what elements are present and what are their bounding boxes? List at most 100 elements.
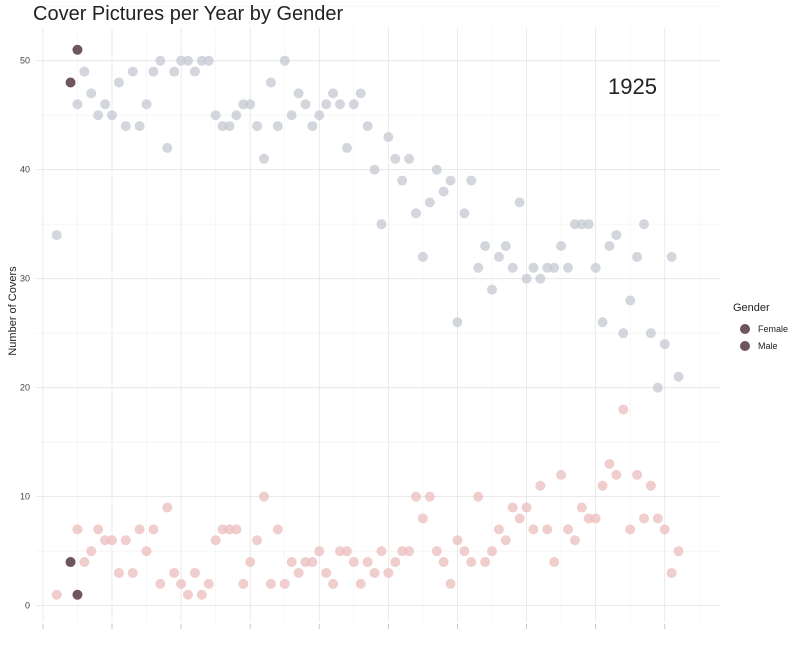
legend-item-male: Male <box>733 337 788 354</box>
data-point-female <box>542 524 553 535</box>
data-point-female <box>528 524 539 535</box>
data-point-female <box>362 557 373 568</box>
data-point-female <box>203 578 214 589</box>
data-point-female <box>390 557 401 568</box>
data-point-male <box>362 121 373 132</box>
data-point-male <box>176 55 187 66</box>
data-point-male <box>487 284 497 295</box>
data-point-female <box>597 480 608 491</box>
data-point-female <box>335 546 345 557</box>
data-point-male <box>604 240 615 251</box>
data-point-male <box>611 230 622 241</box>
data-point-female <box>438 557 449 568</box>
data-point-female <box>252 535 263 546</box>
data-point-male <box>127 66 138 77</box>
data-point-male <box>466 175 477 186</box>
data-point-male <box>155 55 166 66</box>
data-point-female <box>245 557 256 568</box>
data-point-female <box>590 513 601 524</box>
data-point-female <box>355 578 366 589</box>
data-point-female <box>445 578 456 589</box>
data-point-female <box>300 557 311 568</box>
data-point-female <box>576 502 587 513</box>
data-point-female <box>404 546 415 557</box>
data-point-female <box>72 524 83 535</box>
data-point-female <box>417 513 428 524</box>
data-point-male <box>404 153 415 164</box>
data-point-male <box>93 110 104 121</box>
data-point-male <box>452 317 463 328</box>
data-point-female <box>604 458 615 469</box>
data-point-male <box>521 273 532 284</box>
data-point-male <box>100 99 111 110</box>
data-point-male <box>576 219 587 230</box>
data-point-female <box>452 535 463 546</box>
data-point-male <box>659 339 670 350</box>
data-point-female <box>348 557 359 568</box>
data-point-male <box>390 153 401 164</box>
data-point-female <box>196 589 207 600</box>
data-point-female <box>272 524 283 535</box>
highlight-point-male <box>72 44 83 55</box>
data-point-female <box>549 557 560 568</box>
data-point-female <box>493 524 504 535</box>
data-point-female <box>652 513 663 524</box>
legend-key-female <box>740 323 750 334</box>
legend: Gender Female Male <box>733 302 788 354</box>
data-point-female <box>210 535 221 546</box>
y-axis-label: Number of Covers <box>7 266 19 356</box>
data-point-female <box>625 524 636 535</box>
data-point-male <box>556 240 567 251</box>
data-point-female <box>431 546 442 557</box>
data-point-female <box>632 469 643 480</box>
data-point-female <box>369 567 380 578</box>
data-point-female <box>556 469 567 480</box>
data-point-female <box>134 524 145 535</box>
data-point-male <box>569 219 580 230</box>
data-point-male <box>113 77 124 88</box>
data-point-male <box>286 110 297 121</box>
year-annotation: 1925 <box>608 74 657 99</box>
legend-label-female: Female <box>758 323 789 334</box>
data-point-female <box>155 578 166 589</box>
data-point-female <box>666 567 677 578</box>
data-point-male <box>652 382 663 393</box>
data-point-male <box>355 88 366 99</box>
data-point-male <box>86 88 97 99</box>
data-point-female <box>183 589 193 600</box>
data-point-male <box>507 262 518 273</box>
legend-item-female: Female <box>733 320 788 337</box>
data-point-female <box>383 567 394 578</box>
data-point-male <box>625 295 636 306</box>
data-point-male <box>348 99 359 110</box>
data-point-male <box>183 55 193 66</box>
highlight-point-male <box>65 77 76 88</box>
data-point-female <box>328 578 339 589</box>
data-point-male <box>300 99 311 110</box>
data-point-male <box>321 99 332 110</box>
data-point-male <box>217 121 228 132</box>
data-point-male <box>210 110 221 121</box>
data-point-female <box>176 578 187 589</box>
legend-label-male: Male <box>758 340 778 351</box>
data-point-female <box>611 469 622 480</box>
data-point-female <box>487 546 497 557</box>
data-point-male <box>189 66 200 77</box>
data-point-male <box>369 164 380 175</box>
data-point-male <box>411 208 421 219</box>
data-point-male <box>203 55 214 66</box>
data-point-female <box>293 567 304 578</box>
data-point-male <box>107 110 117 121</box>
y-tick-label: 50 <box>20 56 30 66</box>
data-point-female <box>79 557 90 568</box>
data-point-male <box>224 121 235 132</box>
data-point-male <box>196 55 207 66</box>
data-point-male <box>590 262 601 273</box>
data-point-female <box>618 404 629 415</box>
y-tick-label: 20 <box>20 383 30 393</box>
y-tick-label: 30 <box>20 274 30 284</box>
highlight-point-female <box>72 589 83 600</box>
data-point-female <box>500 535 511 546</box>
data-point-male <box>72 99 83 110</box>
